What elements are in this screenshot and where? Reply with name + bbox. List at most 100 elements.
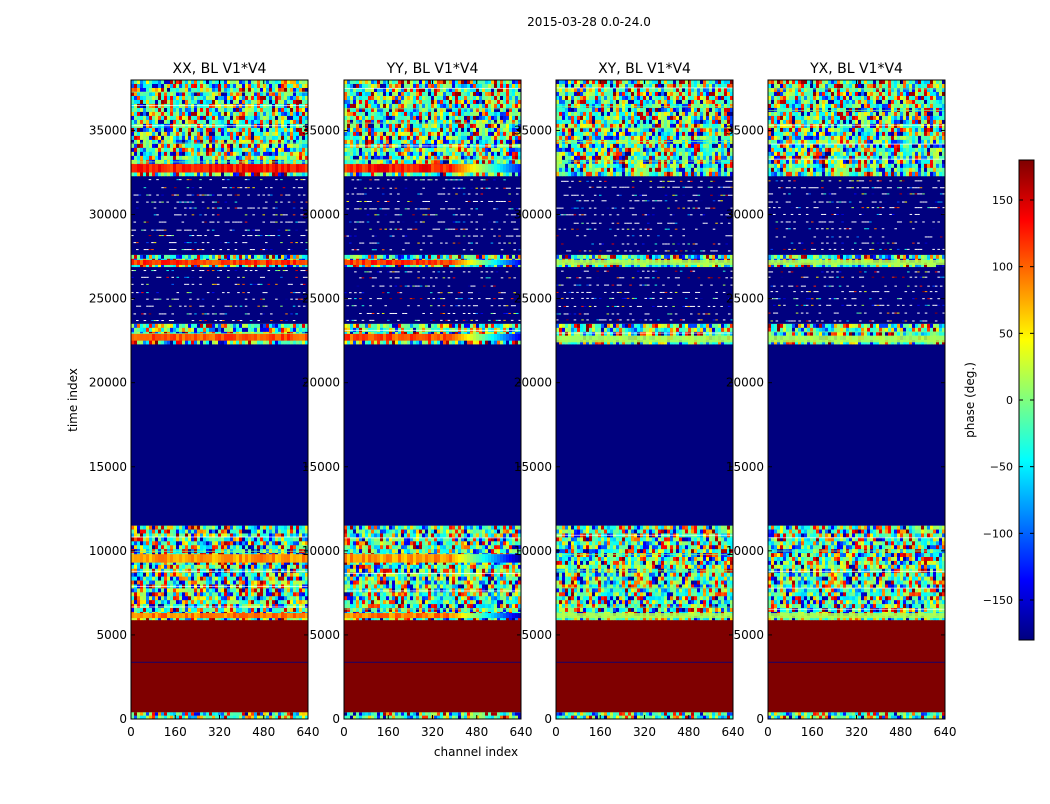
x-tick-label: 640 xyxy=(934,725,957,739)
band-sparse xyxy=(344,176,521,255)
band-solid xyxy=(768,620,945,712)
y-tick-label: 30000 xyxy=(726,208,764,222)
x-tick-label: 0 xyxy=(340,725,348,739)
phase-band xyxy=(556,260,733,265)
y-tick-label: 25000 xyxy=(89,292,127,306)
y-tick-label: 20000 xyxy=(302,376,340,390)
y-tick-label: 10000 xyxy=(514,544,552,558)
band-solid xyxy=(768,344,945,526)
band-sparse xyxy=(556,176,733,255)
figure-suptitle: 2015-03-28 0.0-24.0 xyxy=(527,15,651,29)
phase-streak xyxy=(344,164,521,172)
y-tick-label: 35000 xyxy=(89,123,127,137)
phase-streak xyxy=(344,613,521,618)
x-tick-label: 480 xyxy=(465,725,488,739)
band-noise xyxy=(556,526,733,621)
x-tick-label: 160 xyxy=(801,725,824,739)
phase-band xyxy=(768,613,945,618)
phase-streak xyxy=(131,334,308,341)
colorbar-tick-label: −150 xyxy=(983,594,1013,607)
y-tick-label: 30000 xyxy=(514,208,552,222)
y-tick-label: 5000 xyxy=(521,628,552,642)
band-noise xyxy=(768,80,945,176)
colorbar: −150 −100 −50 0 50 100 150 phase (deg.) xyxy=(963,160,1034,640)
band-noise xyxy=(768,526,945,621)
band-solid xyxy=(344,620,521,712)
x-tick-label: 160 xyxy=(377,725,400,739)
y-tick-label: 10000 xyxy=(726,544,764,558)
y-tick-label: 25000 xyxy=(302,292,340,306)
y-tick-label: 20000 xyxy=(89,376,127,390)
colorbar-tick-label: −50 xyxy=(990,461,1013,474)
y-tick-label: 35000 xyxy=(726,123,764,137)
y-tick-label: 35000 xyxy=(302,123,340,137)
x-tick-label: 320 xyxy=(845,725,868,739)
x-tick-label: 320 xyxy=(633,725,656,739)
y-tick-label: 0 xyxy=(332,712,340,726)
x-tick-label: 640 xyxy=(297,725,320,739)
band-sparse xyxy=(131,267,308,324)
phase-streak xyxy=(344,554,521,562)
band-sparse xyxy=(768,267,945,324)
y-tick-label: 5000 xyxy=(733,628,764,642)
band-solid xyxy=(344,344,521,526)
band-sparse xyxy=(344,267,521,324)
band-sparse xyxy=(768,176,945,255)
x-tick-label: 160 xyxy=(164,725,187,739)
y-tick-label: 25000 xyxy=(514,292,552,306)
y-tick-label: 35000 xyxy=(514,123,552,137)
y-tick-label: 15000 xyxy=(514,460,552,474)
phase-streak xyxy=(131,164,308,172)
y-tick-label: 10000 xyxy=(89,544,127,558)
band-noise xyxy=(344,526,521,621)
colorbar-tick-label: 100 xyxy=(992,261,1013,274)
x-tick-label: 0 xyxy=(127,725,135,739)
y-tick-label: 30000 xyxy=(89,208,127,222)
phase-streak xyxy=(131,260,308,265)
phase-band xyxy=(768,260,945,265)
band-sparse xyxy=(131,176,308,255)
x-tick-label: 0 xyxy=(552,725,560,739)
band-noise xyxy=(131,526,308,621)
band-sparse xyxy=(556,267,733,324)
phase-streak xyxy=(131,554,308,562)
colorbar-tick-label: 0 xyxy=(1006,394,1013,407)
colorbar-tick-label: 150 xyxy=(992,194,1013,207)
x-tick-label: 0 xyxy=(764,725,772,739)
band-noise xyxy=(344,80,521,176)
colorbar-tick-label: −100 xyxy=(983,527,1013,540)
y-tick-label: 25000 xyxy=(726,292,764,306)
panel-title: YY, BL V1*V4 xyxy=(386,61,479,77)
x-tick-label: 640 xyxy=(510,725,533,739)
panel-title: XY, BL V1*V4 xyxy=(598,61,691,77)
x-tick-label: 320 xyxy=(208,725,231,739)
band-noise xyxy=(131,80,308,176)
y-tick-label: 15000 xyxy=(726,460,764,474)
x-axis-label: channel index xyxy=(434,745,518,759)
y-tick-label: 0 xyxy=(119,712,127,726)
phase-streak xyxy=(344,260,521,265)
y-tick-label: 15000 xyxy=(302,460,340,474)
x-tick-label: 480 xyxy=(889,725,912,739)
colorbar-label: phase (deg.) xyxy=(963,362,977,438)
x-tick-label: 480 xyxy=(677,725,700,739)
phase-band xyxy=(556,336,733,343)
x-tick-label: 640 xyxy=(722,725,745,739)
band-noise xyxy=(556,80,733,176)
x-tick-label: 480 xyxy=(252,725,275,739)
colorbar-tick-label: 50 xyxy=(999,327,1013,340)
phase-streak xyxy=(131,613,308,618)
y-tick-label: 5000 xyxy=(309,628,340,642)
panel-title: YX, BL V1*V4 xyxy=(809,61,903,77)
y-tick-label: 5000 xyxy=(96,628,127,642)
y-tick-label: 30000 xyxy=(302,208,340,222)
phase-band xyxy=(768,336,945,343)
y-tick-label: 20000 xyxy=(726,376,764,390)
y-axis-label: time index xyxy=(66,368,80,432)
